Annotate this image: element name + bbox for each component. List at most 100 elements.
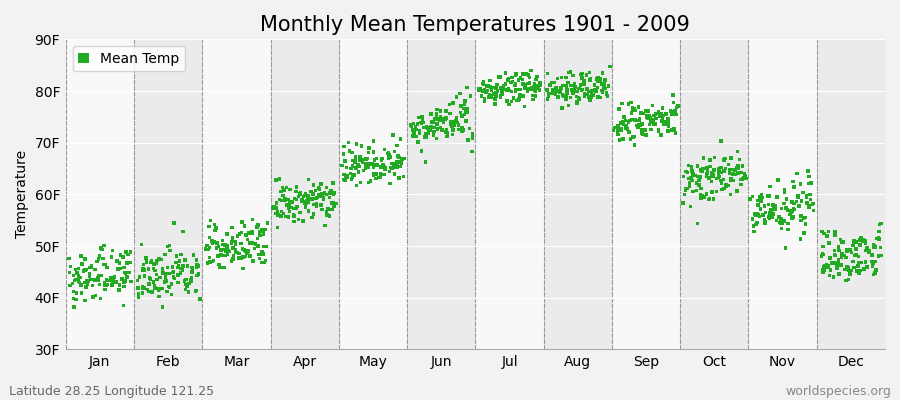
Point	[791, 194, 806, 200]
Point	[324, 200, 338, 206]
Point	[255, 248, 269, 254]
Point	[192, 263, 206, 270]
Point	[737, 171, 751, 177]
Point	[570, 99, 584, 105]
Point	[635, 131, 650, 138]
Point	[774, 219, 788, 225]
Point	[574, 86, 589, 93]
Point	[229, 246, 243, 253]
Point	[759, 209, 773, 216]
Point	[640, 114, 654, 121]
Point	[552, 88, 566, 95]
Point	[296, 198, 310, 205]
Point	[750, 211, 764, 217]
Bar	[134, 39, 202, 350]
Point	[858, 266, 872, 273]
Point	[803, 192, 817, 198]
Point	[649, 116, 663, 122]
Point	[225, 224, 239, 230]
Point	[235, 253, 249, 260]
Point	[136, 290, 150, 296]
Point	[701, 196, 716, 203]
Point	[689, 187, 704, 194]
Point	[644, 115, 658, 122]
Point	[376, 161, 391, 168]
Point	[618, 124, 633, 131]
Point	[498, 70, 512, 76]
Point	[322, 194, 337, 201]
Point	[518, 82, 532, 88]
Point	[337, 151, 351, 157]
Point	[872, 221, 886, 228]
Point	[439, 115, 454, 121]
Point	[687, 171, 701, 177]
Point	[256, 231, 271, 238]
Point	[714, 164, 728, 171]
Point	[679, 168, 693, 174]
Point	[529, 76, 544, 82]
Point	[622, 129, 636, 135]
Point	[105, 247, 120, 254]
Point	[115, 276, 130, 282]
Point	[500, 98, 515, 104]
Point	[66, 280, 80, 287]
Point	[298, 191, 312, 197]
Point	[656, 112, 670, 119]
Point	[356, 168, 371, 174]
Point	[123, 249, 138, 255]
Point	[164, 291, 178, 298]
Point	[522, 74, 536, 80]
Point	[837, 252, 851, 259]
Point	[290, 204, 304, 210]
Point	[131, 290, 146, 297]
Point	[716, 186, 731, 192]
Point	[489, 90, 503, 96]
Point	[315, 206, 329, 212]
Point	[822, 240, 836, 246]
Point	[406, 130, 420, 137]
Point	[239, 232, 254, 238]
Point	[387, 171, 401, 177]
Point	[327, 203, 341, 209]
Point	[177, 257, 192, 263]
Point	[362, 149, 376, 156]
Point	[82, 264, 96, 271]
Point	[634, 121, 649, 127]
Point	[726, 166, 741, 173]
Point	[305, 196, 320, 202]
Point	[730, 164, 744, 171]
Point	[649, 121, 663, 127]
Point	[508, 80, 523, 87]
Point	[372, 174, 386, 180]
Point	[699, 165, 714, 172]
Point	[826, 274, 841, 280]
Point	[577, 81, 591, 88]
Point	[213, 252, 228, 258]
Point	[209, 239, 223, 246]
Point	[256, 251, 270, 257]
Point	[427, 124, 441, 130]
Point	[717, 155, 732, 162]
Point	[166, 269, 180, 276]
Point	[258, 257, 273, 264]
Point	[520, 80, 535, 86]
Point	[270, 209, 284, 215]
Point	[162, 242, 176, 249]
Point	[259, 243, 274, 250]
Point	[626, 105, 640, 111]
Point	[554, 74, 569, 81]
Point	[608, 124, 622, 131]
Point	[94, 246, 109, 252]
Point	[785, 208, 799, 214]
Point	[302, 176, 316, 183]
Point	[568, 84, 582, 90]
Point	[97, 261, 112, 268]
Point	[730, 148, 744, 155]
Point	[802, 173, 816, 180]
Point	[752, 212, 766, 218]
Point	[765, 214, 779, 220]
Point	[647, 121, 662, 128]
Point	[177, 278, 192, 284]
Point	[418, 134, 432, 140]
Point	[77, 256, 92, 263]
